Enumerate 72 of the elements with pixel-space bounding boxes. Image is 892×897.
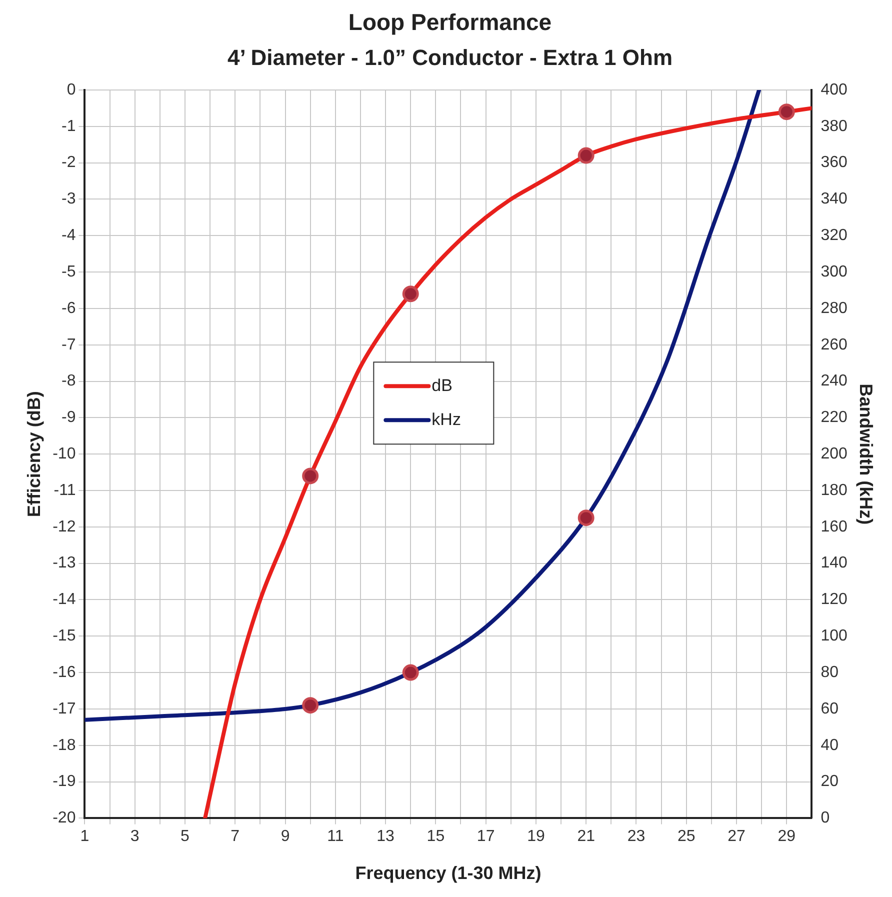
- x-axis-title: Frequency (1-30 MHz): [355, 863, 542, 884]
- legend-label: dB: [432, 376, 452, 395]
- y-tick-label: 0: [66, 81, 76, 98]
- y2-tick-label: 360: [820, 154, 848, 172]
- point: [302, 697, 319, 714]
- y-axis-title: Efficiency (dB): [24, 391, 44, 518]
- y-tick-label: -19: [52, 773, 76, 790]
- x-tick-label: 15: [426, 828, 445, 846]
- y-tick-label: -7: [61, 336, 76, 354]
- y-tick-label: -14: [52, 591, 76, 608]
- x-tick-label: 9: [280, 828, 290, 846]
- x-tick-label: 5: [180, 828, 190, 846]
- x-tick-label: 19: [527, 828, 545, 846]
- x-tick-label: 13: [376, 828, 395, 846]
- y-tick-label: -15: [52, 628, 76, 645]
- y2-axis-title: Bandwidth (kHz): [856, 384, 876, 525]
- y2-tick-label: 160: [820, 518, 848, 536]
- y2-tick-label: 260: [820, 336, 848, 354]
- y-tick-label: -8: [61, 372, 76, 390]
- y-tick-label: -4: [61, 227, 76, 244]
- y2-tick-label: 60: [820, 700, 839, 718]
- y-tick-label: -11: [54, 482, 76, 499]
- y-tick-label: -13: [52, 554, 76, 572]
- y2-tick-label: 300: [820, 263, 848, 280]
- y2-tick-label: 80: [820, 664, 839, 681]
- x-tick-label: 17: [476, 828, 495, 846]
- x-tick-label: 3: [130, 828, 140, 846]
- x-tick-label: 1: [80, 828, 90, 846]
- point: [402, 286, 419, 302]
- legend-label: kHz: [432, 410, 461, 429]
- y-tick-label: -10: [52, 446, 76, 463]
- y-tick-label: -17: [52, 700, 76, 718]
- y-tick-label: -3: [61, 190, 76, 208]
- y2-tick-label: 400: [820, 81, 848, 98]
- y2-tick-label: 200: [820, 446, 848, 463]
- y2-tick-label: 240: [820, 372, 848, 390]
- y2-tick-label: 20: [820, 773, 839, 790]
- y-tick-label: -16: [52, 664, 76, 681]
- y-tick-label: -12: [52, 518, 76, 536]
- y-tick-label: -20: [52, 810, 76, 827]
- y2-tick-label: 40: [820, 736, 839, 754]
- x-tick-label: 11: [327, 828, 344, 846]
- x-tick-label: 23: [627, 828, 646, 846]
- y2-tick-label: 380: [820, 118, 848, 135]
- line-series: [84, 90, 762, 722]
- x-tick-label: 29: [778, 828, 796, 846]
- point: [578, 510, 594, 526]
- y2-tick-label: 180: [820, 482, 848, 499]
- chart-title: Loop Performance: [348, 9, 552, 36]
- y2-tick-label: 0: [820, 810, 830, 827]
- chart-subtitle: 4’ Diameter - 1.0” Conductor - Extra 1 Ohm: [227, 44, 673, 70]
- y-tick-label: -9: [61, 409, 76, 426]
- y2-tick-label: 340: [820, 190, 848, 208]
- y2-tick-label: 140: [820, 554, 848, 572]
- y-tick-label: -6: [61, 300, 76, 317]
- point: [578, 147, 594, 164]
- point: [302, 468, 319, 484]
- y2-tick-label: 100: [820, 628, 848, 645]
- x-tick-label: 27: [728, 828, 746, 846]
- x-tick-label: 25: [677, 828, 696, 846]
- y2-tick-label: 280: [820, 300, 848, 317]
- y-tick-label: -18: [52, 736, 76, 754]
- x-tick-label: 7: [230, 828, 240, 846]
- point: [402, 664, 419, 681]
- point: [778, 104, 795, 120]
- y-tick-label: -2: [61, 154, 76, 172]
- y2-tick-label: 320: [820, 227, 848, 244]
- x-tick-label: 21: [577, 828, 596, 846]
- y2-tick-label: 120: [820, 591, 848, 608]
- y-tick-label: -1: [61, 118, 76, 135]
- y-tick-label: -5: [61, 263, 76, 280]
- y2-tick-label: 220: [820, 409, 848, 426]
